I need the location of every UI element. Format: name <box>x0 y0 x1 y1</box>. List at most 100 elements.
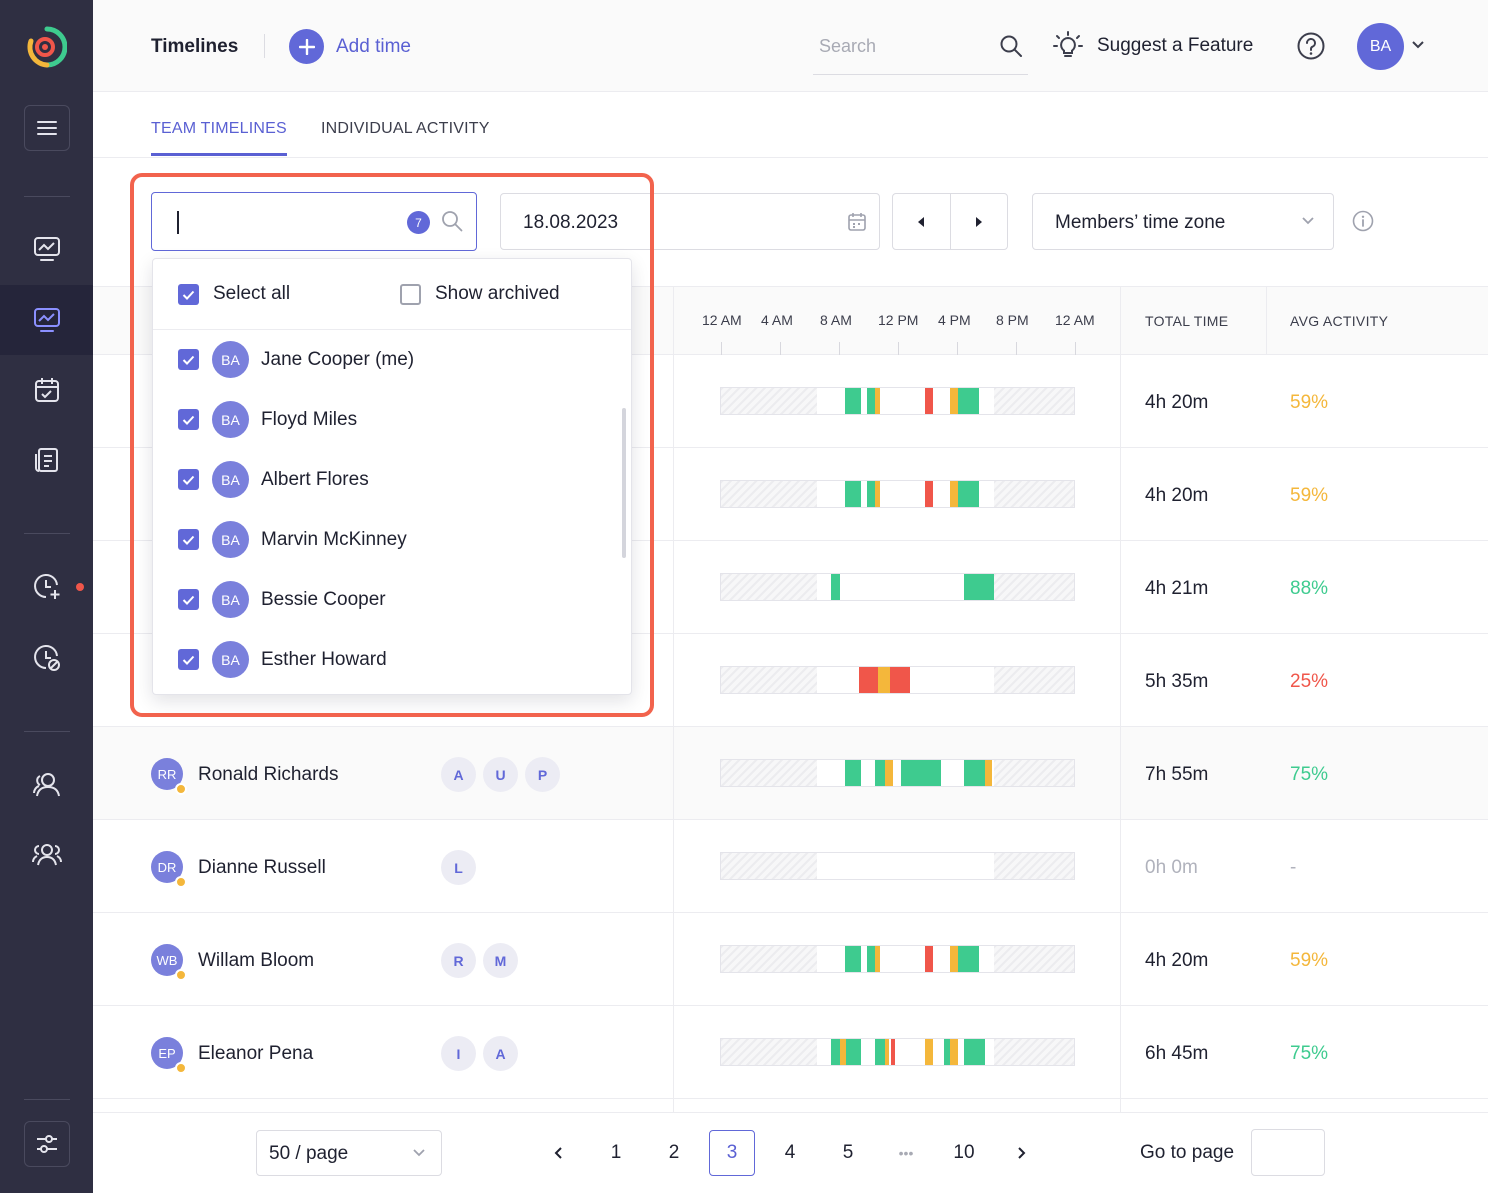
timeline-bar[interactable] <box>720 945 1075 973</box>
page-4-button[interactable]: 4 <box>784 1142 796 1163</box>
activity-segment[interactable] <box>875 946 880 972</box>
activity-segment[interactable] <box>950 388 958 414</box>
activity-segment[interactable] <box>875 388 880 414</box>
next-day-button[interactable] <box>949 194 1007 249</box>
activity-segment[interactable] <box>890 667 910 693</box>
member-checkbox[interactable] <box>178 409 199 430</box>
suggest-feature-button[interactable]: Suggest a Feature <box>1053 31 1253 61</box>
go-to-page-input[interactable] <box>1251 1129 1325 1176</box>
project-chip[interactable]: L <box>441 850 476 885</box>
user-avatar[interactable]: BA <box>1357 23 1404 70</box>
activity-segment[interactable] <box>925 388 933 414</box>
member-option[interactable]: BA Bessie Cooper <box>153 570 631 630</box>
member-filter-input[interactable]: 7 <box>151 192 477 251</box>
activity-segment[interactable] <box>859 667 878 693</box>
sidebar-item-time-requests[interactable] <box>0 552 93 622</box>
activity-segment[interactable] <box>958 481 979 507</box>
activity-segment[interactable] <box>867 946 875 972</box>
sidebar-item-reports[interactable] <box>0 425 93 495</box>
timeline-bar[interactable] <box>720 666 1075 694</box>
project-chip[interactable]: U <box>483 757 518 792</box>
project-chip[interactable]: A <box>483 1036 518 1071</box>
table-row[interactable]: 4h 21m 88% <box>93 541 1488 634</box>
sidebar-item-members[interactable] <box>0 750 93 820</box>
page-ellipsis[interactable]: ••• <box>898 1145 914 1161</box>
activity-segment[interactable] <box>840 1039 846 1065</box>
activity-segment[interactable] <box>891 1039 895 1065</box>
activity-segment[interactable] <box>925 946 933 972</box>
member-checkbox[interactable] <box>178 469 199 490</box>
page-2-button[interactable]: 2 <box>668 1142 680 1163</box>
activity-segment[interactable] <box>964 760 985 786</box>
search-icon[interactable] <box>999 34 1023 58</box>
tab-individual-activity[interactable]: INDIVIDUAL ACTIVITY <box>321 120 490 137</box>
activity-segment[interactable] <box>845 481 861 507</box>
activity-segment[interactable] <box>958 946 979 972</box>
member-checkbox[interactable] <box>178 349 199 370</box>
chevron-down-icon[interactable] <box>1411 40 1425 50</box>
member-option[interactable]: BA Albert Flores <box>153 450 631 510</box>
activity-segment[interactable] <box>845 760 861 786</box>
activity-segment[interactable] <box>845 946 861 972</box>
settings-button[interactable] <box>24 1121 70 1167</box>
activity-segment[interactable] <box>885 760 893 786</box>
page-5-button[interactable]: 5 <box>842 1142 854 1163</box>
next-page-button[interactable] <box>999 1130 1045 1176</box>
show-archived-checkbox[interactable] <box>400 284 421 305</box>
sidebar-item-teams[interactable] <box>0 820 93 890</box>
activity-segment[interactable] <box>925 1039 933 1065</box>
timeline-bar[interactable] <box>720 759 1075 787</box>
table-row[interactable]: 4h 20m 59% <box>93 448 1488 541</box>
project-chip[interactable]: A <box>441 757 476 792</box>
activity-segment[interactable] <box>867 481 875 507</box>
table-row[interactable]: 5h 35m 25% <box>93 634 1488 727</box>
help-icon[interactable] <box>1296 31 1326 61</box>
project-chip[interactable]: R <box>441 943 476 978</box>
member-option[interactable]: BA Floyd Miles <box>153 390 631 450</box>
table-row[interactable]: EP Eleanor Pena I A 6h 45m 75% <box>93 1006 1488 1099</box>
member-option[interactable]: BA Jane Cooper (me) <box>153 330 631 390</box>
activity-segment[interactable] <box>845 388 861 414</box>
add-time-button[interactable]: Add time <box>289 29 411 64</box>
activity-segment[interactable] <box>885 1039 889 1065</box>
member-checkbox[interactable] <box>178 589 199 610</box>
show-archived-label[interactable]: Show archived <box>435 283 560 304</box>
project-chip[interactable]: M <box>483 943 518 978</box>
previous-day-button[interactable] <box>893 194 950 249</box>
member-name[interactable]: Eleanor Pena <box>198 1043 314 1064</box>
activity-segment[interactable] <box>950 1039 958 1065</box>
activity-segment[interactable] <box>944 1039 950 1065</box>
activity-segment[interactable] <box>875 760 885 786</box>
project-chip[interactable]: P <box>525 757 560 792</box>
timezone-select[interactable]: Members’ time zone <box>1032 193 1334 250</box>
member-search-input[interactable] <box>182 207 402 237</box>
activity-segment[interactable] <box>985 760 992 786</box>
activity-segment[interactable] <box>878 667 890 693</box>
timeline-bar[interactable] <box>720 480 1075 508</box>
activity-segment[interactable] <box>875 1039 885 1065</box>
timeline-bar[interactable] <box>720 387 1075 415</box>
app-logo[interactable] <box>27 25 68 69</box>
activity-segment[interactable] <box>831 574 840 600</box>
table-row[interactable]: WB Willam Bloom R M 4h 20m 59% <box>93 913 1488 1006</box>
page-size-select[interactable]: 50 / page <box>256 1130 442 1176</box>
member-name[interactable]: Ronald Richards <box>198 764 339 785</box>
page-3-button[interactable]: 3 <box>709 1130 755 1176</box>
member-option[interactable]: BA Marvin McKinney <box>153 510 631 570</box>
member-option[interactable]: BA Esther Howard <box>153 630 631 690</box>
sidebar-item-timelines[interactable] <box>0 285 93 355</box>
activity-segment[interactable] <box>925 481 933 507</box>
member-name[interactable]: Willam Bloom <box>198 950 315 971</box>
table-row[interactable]: DR Dianne Russell L 0h 0m - <box>93 820 1488 913</box>
member-checkbox[interactable] <box>178 529 199 550</box>
timeline-bar[interactable] <box>720 852 1075 880</box>
menu-toggle-button[interactable] <box>24 105 70 151</box>
date-picker[interactable]: 18.08.2023 <box>500 193 880 250</box>
member-checkbox[interactable] <box>178 649 199 670</box>
info-icon[interactable] <box>1352 210 1374 232</box>
dropdown-scrollbar[interactable] <box>622 408 626 558</box>
sidebar-item-dashboard[interactable] <box>0 214 93 284</box>
select-all-checkbox[interactable] <box>178 284 199 305</box>
page-10-button[interactable]: 10 <box>953 1142 975 1163</box>
activity-segment[interactable] <box>875 481 880 507</box>
